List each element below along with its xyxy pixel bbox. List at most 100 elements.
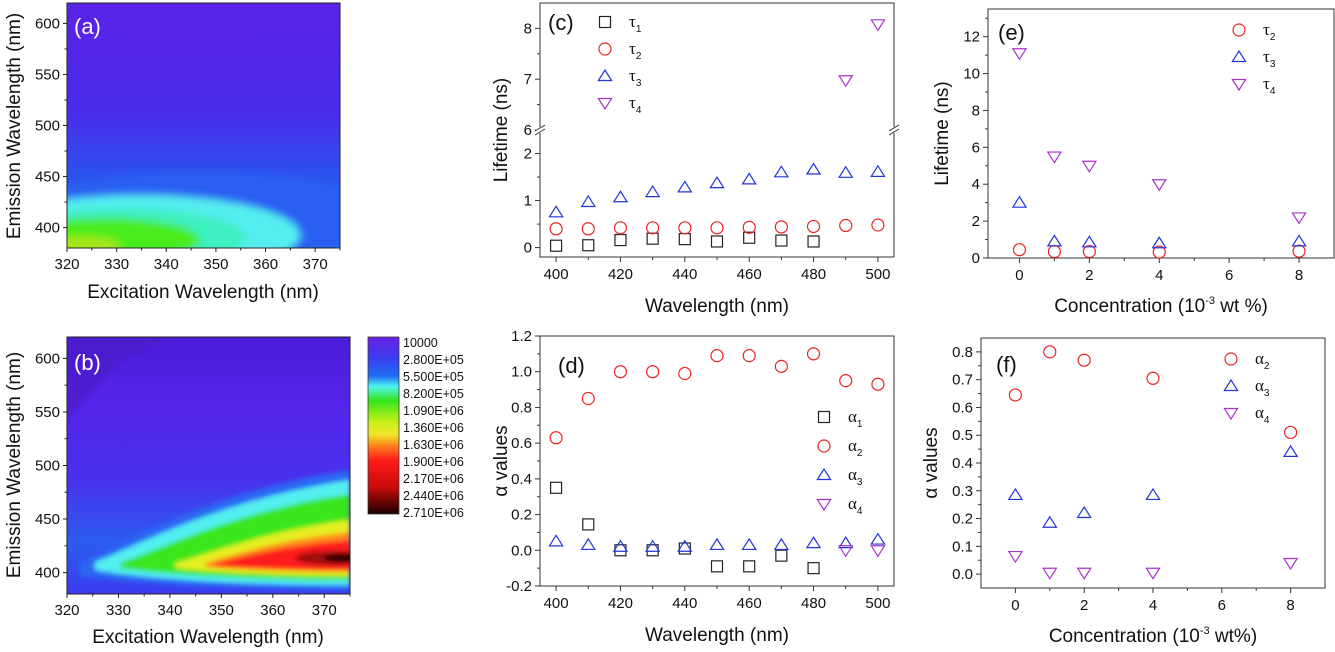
data-point-circle (1008, 388, 1023, 402)
y-tick-label: 1.2 (511, 328, 532, 345)
data-point-square (549, 481, 563, 494)
data-point-triangle-down (838, 75, 854, 88)
y-tick-label: 0.3 (952, 483, 973, 500)
x-tick-label: 400 (544, 266, 569, 283)
colorbar-label: 2.710E+06 (403, 506, 464, 520)
x-tick-label: 350 (203, 256, 228, 273)
data-point-circle (613, 365, 628, 379)
y-tick-label: 4 (972, 176, 980, 193)
x-tick-label: 480 (801, 266, 826, 283)
x-tick-label: 500 (865, 595, 890, 612)
data-point-circle (1043, 345, 1057, 359)
data-point-triangle-up (677, 539, 693, 552)
data-point-circle (549, 431, 563, 445)
series-α3 (1007, 444, 1299, 528)
series-τ1 (549, 231, 820, 252)
panel-label-a: (a) (74, 14, 101, 39)
data-point-circle (1077, 353, 1091, 367)
colorbar-label: 8.200E+05 (403, 387, 464, 401)
x-tick-label: 8 (1286, 597, 1294, 614)
panel-label-c: (c) (548, 10, 574, 35)
colorbar-label: 10000 (403, 336, 438, 350)
y-tick-label: 6 (972, 139, 980, 156)
data-point-square (614, 233, 627, 247)
data-point-triangle-down (1282, 557, 1299, 571)
plot-frame (980, 337, 1326, 589)
data-point-triangle-down (816, 498, 832, 512)
y-axis-title: α values (921, 427, 942, 498)
y-tick-label: 500 (35, 118, 60, 135)
panel-label-b: (b) (74, 350, 101, 375)
data-point-triangle-up (741, 537, 757, 551)
data-point-circle (1152, 245, 1166, 259)
colorbar-labels: 10000 2.800E+05 5.500E+05 8.200E+05 1.090E+0… (403, 336, 464, 520)
x-tick-label: 4 (1149, 597, 1157, 614)
data-point-circle (806, 219, 821, 234)
data-point-triangle-up (597, 68, 613, 82)
y-tick-label: 0.7 (952, 372, 973, 389)
data-point-triangle-down (1076, 567, 1092, 580)
data-point-square (646, 232, 659, 245)
y-tick-label: 0.8 (952, 344, 973, 361)
y-tick-label: 0 (524, 240, 532, 257)
data-point-square (807, 562, 820, 575)
heatmap-b-x-axis: 320 330 340 350 360 370 (54, 594, 351, 619)
data-point-circle (678, 366, 692, 381)
x-tick-label: 6 (1218, 597, 1226, 614)
series-τ3 (1011, 195, 1307, 249)
data-point-circle (598, 42, 612, 56)
x-tick-label: 440 (672, 595, 697, 612)
legend-label: τ2 (629, 39, 642, 62)
axis-break-mark (888, 124, 900, 132)
x-tick-label: 420 (608, 266, 633, 283)
data-point-triangle-up (838, 536, 854, 549)
data-point-triangle-up (741, 172, 757, 185)
x-tick-label: 320 (54, 256, 79, 273)
x-tick-label: 330 (104, 256, 129, 273)
y-tick-label: 8 (972, 102, 980, 119)
y-tick-label: 0.2 (511, 507, 532, 524)
data-point-triangle-up (870, 164, 886, 177)
scatter-panel-c: 400 420 440 460 480 500 0 1 2 6 7 8 Wavelength (nm) L… (491, 2, 900, 317)
heatmap-b-darkviolet-corner (67, 337, 170, 420)
x-axis-title: Concentration (10-3 wt %) (1054, 295, 1268, 317)
x-tick-label: 340 (154, 256, 179, 273)
series-α4 (838, 545, 886, 558)
data-point-circle (839, 218, 853, 233)
y-tick-label: 10 (963, 66, 980, 83)
legend-label: α2 (1255, 349, 1270, 372)
data-point-triangle-up (870, 532, 886, 545)
data-point-circle (613, 221, 628, 235)
legend: α1 α2 α3 α4 (816, 407, 863, 517)
series-α2 (549, 347, 885, 445)
legend-label: τ3 (629, 66, 642, 89)
data-point-square (582, 239, 595, 252)
series-τ4 (1011, 48, 1307, 225)
data-point-triangle-up (1231, 49, 1247, 63)
data-point-triangle-up (773, 165, 790, 178)
data-point-circle (817, 439, 831, 453)
colorbar-label: 2.440E+06 (403, 489, 464, 503)
y-tick-label: 0.8 (511, 399, 532, 416)
data-point-triangle-up (838, 165, 854, 178)
legend: τ1 τ2 τ3 τ4 (597, 12, 642, 116)
x-tick-label: 500 (865, 266, 890, 283)
colorbar-label: 5.500E+05 (403, 370, 464, 384)
legend-label: τ4 (1263, 74, 1276, 97)
y-tick-label: 550 (35, 404, 60, 421)
data-point-triangle-down (1151, 179, 1167, 192)
data-point-square (549, 239, 563, 252)
y-tick-label: 2 (524, 146, 532, 163)
data-point-square (710, 235, 724, 248)
y-tick-label: 600 (35, 350, 60, 367)
heatmap-b-black-peak (323, 554, 350, 562)
y-tick-label: 0.0 (511, 542, 532, 559)
x-axis-title: Wavelength (nm) (645, 625, 789, 646)
y-tick-label: 600 (35, 15, 60, 32)
axis-break-mark (534, 128, 546, 136)
data-point-square (775, 549, 788, 562)
data-point-triangle-up (612, 190, 629, 203)
x-tick-label: 460 (737, 266, 762, 283)
x-tick-label: 320 (54, 602, 79, 619)
data-point-triangle-up (1007, 487, 1024, 501)
